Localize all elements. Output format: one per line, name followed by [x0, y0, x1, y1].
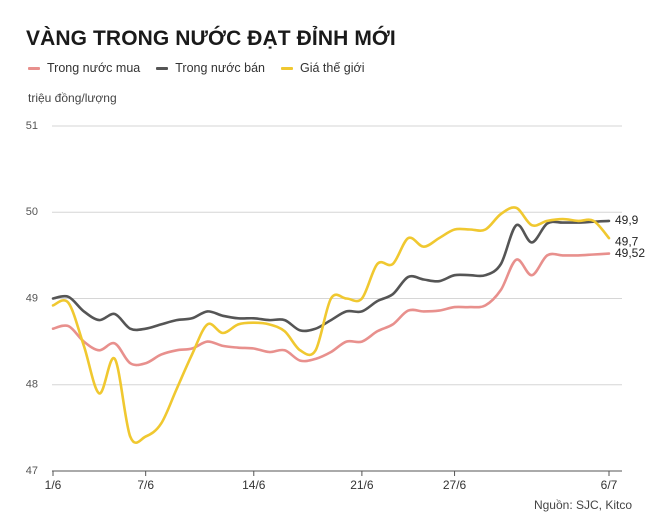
series-lines: [51, 206, 611, 445]
y-tick-48: 48: [26, 379, 38, 391]
x-tick-7/6: 7/6: [137, 478, 154, 492]
legend-item-sell: Trong nước bán: [156, 61, 265, 75]
chart-title: VÀNG TRONG NƯỚC ĐẠT ĐỈNH MỚI: [26, 27, 396, 50]
x-tick-14/6: 14/6: [242, 478, 266, 492]
y-axis-unit-label: triệu đồng/lượng: [28, 91, 117, 105]
series-line-buy: [51, 252, 611, 367]
x-tick-21/6: 21/6: [350, 478, 374, 492]
series-line-sell: [51, 219, 611, 333]
y-tick-50: 50: [26, 206, 38, 218]
end-label-sell: 49,9: [615, 213, 639, 227]
legend-label-world: Giá thế giới: [300, 61, 365, 75]
legend-swatch-world: [281, 66, 293, 70]
y-tick-51: 51: [26, 120, 38, 132]
legend-swatch-sell: [156, 66, 169, 70]
y-tick-47: 47: [26, 465, 38, 477]
y-tick-labels: 47 48 49 50 51: [26, 120, 38, 477]
legend-item-buy: Trong nước mua: [28, 61, 140, 75]
series-line-world: [51, 206, 611, 445]
x-tick-6/7: 6/7: [601, 478, 618, 492]
gridlines: [52, 125, 622, 476]
legend: Trong nước mua Trong nước bán Giá thế gi…: [28, 61, 380, 75]
end-label-buy: 49,52: [615, 246, 645, 260]
x-tick-1/6: 1/6: [45, 478, 62, 492]
y-tick-49: 49: [26, 292, 38, 304]
legend-item-world: Giá thế giới: [281, 61, 364, 75]
end-label-world: 49,7: [615, 234, 639, 248]
source-note: Nguồn: SJC, Kitco: [533, 498, 632, 512]
legend-label-buy: Trong nước mua: [47, 61, 141, 75]
x-tick-labels: 1/6 7/6 14/6 21/6 27/6 6/7: [45, 478, 618, 492]
legend-swatch-buy: [28, 66, 40, 70]
x-tick-27/6: 27/6: [443, 478, 467, 492]
legend-label-sell: Trong nước bán: [175, 61, 265, 75]
end-labels: 49,52 49,9 49,7: [615, 213, 645, 260]
